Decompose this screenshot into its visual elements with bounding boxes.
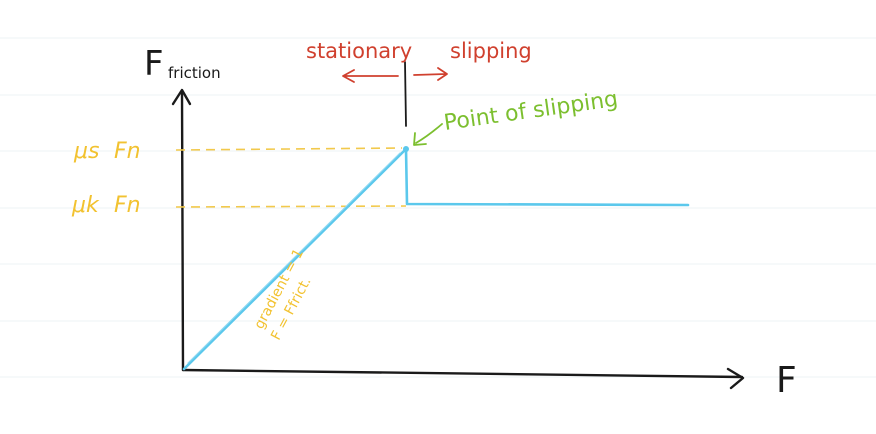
point-of-slipping-label: Point of slipping: [442, 87, 619, 136]
x-axis-label: F: [776, 360, 797, 401]
kinetic-friction-level-mu: μk: [71, 193, 100, 218]
x-axis-arrowhead: [726, 367, 745, 390]
stationary-arrow: [342, 69, 399, 83]
region-divider: [404, 61, 407, 127]
y-axis-arrowhead: [171, 88, 192, 106]
slipping-label: slipping: [450, 39, 532, 63]
background-grid: [0, 37, 876, 378]
y-axis-label-subscript: friction: [168, 64, 221, 82]
y-axis: [180, 90, 185, 372]
static-friction-level-mu: μs: [73, 139, 99, 164]
slipping-arrow: [413, 67, 448, 81]
friction-graph-line-trace: [187, 152, 401, 364]
kinetic-friction-level-f: Fn: [114, 193, 141, 218]
slipping-point-marker: [403, 146, 409, 152]
static-friction-guide: [175, 147, 403, 151]
stationary-label: stationary: [306, 39, 412, 63]
gradient-annotation: gradient = 1 F = Ffrict.: [251, 246, 314, 343]
point-of-slipping-arrow: [413, 123, 443, 146]
x-axis: [181, 368, 744, 379]
point-of-slipping-annotation: Point of slipping: [442, 87, 619, 136]
y-axis-label: F: [144, 44, 164, 84]
kinetic-friction-guide: [175, 205, 407, 208]
friction-graph-line: [182, 147, 690, 371]
static-friction-level-f: Fn: [114, 139, 141, 164]
